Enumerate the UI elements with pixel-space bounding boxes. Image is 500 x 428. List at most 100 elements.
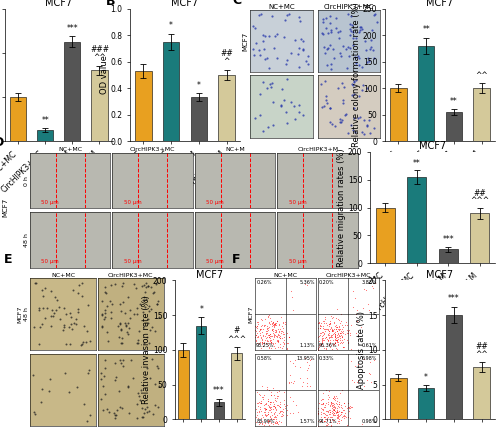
Bar bbox=[163, 42, 180, 141]
Point bbox=[322, 412, 330, 419]
Point bbox=[320, 404, 328, 411]
Point bbox=[114, 406, 122, 413]
Point bbox=[360, 285, 368, 292]
Point bbox=[295, 45, 303, 52]
Point bbox=[330, 405, 338, 412]
Point bbox=[144, 316, 152, 323]
Point bbox=[118, 340, 126, 347]
Point bbox=[346, 405, 354, 412]
Point bbox=[330, 400, 338, 407]
Point bbox=[328, 402, 336, 409]
Point bbox=[318, 337, 326, 344]
Point bbox=[360, 383, 368, 389]
Point bbox=[322, 315, 330, 322]
Point bbox=[281, 403, 289, 410]
Point bbox=[116, 319, 124, 326]
Point bbox=[268, 339, 276, 345]
Point bbox=[153, 279, 161, 286]
Point bbox=[140, 288, 148, 295]
Point bbox=[334, 334, 342, 341]
Point bbox=[45, 387, 53, 394]
Point bbox=[142, 295, 150, 302]
Point bbox=[338, 409, 346, 416]
Point bbox=[276, 413, 284, 419]
Point bbox=[34, 340, 42, 347]
Bar bbox=[446, 315, 462, 419]
Point bbox=[255, 420, 263, 427]
Point bbox=[136, 397, 144, 404]
Point bbox=[330, 409, 338, 416]
Point bbox=[276, 409, 284, 416]
Point bbox=[328, 406, 336, 413]
Point bbox=[270, 99, 278, 106]
Point bbox=[298, 379, 306, 386]
Point bbox=[266, 399, 274, 406]
Point bbox=[286, 358, 294, 365]
Point bbox=[333, 420, 341, 427]
Point bbox=[273, 412, 281, 419]
Point bbox=[344, 413, 352, 420]
Point bbox=[261, 406, 269, 413]
Point bbox=[333, 411, 341, 418]
Point bbox=[322, 333, 330, 340]
Point bbox=[271, 404, 279, 411]
Point bbox=[283, 76, 291, 83]
Point bbox=[316, 332, 324, 339]
Point bbox=[283, 345, 291, 352]
Point bbox=[333, 401, 341, 408]
Point bbox=[280, 97, 288, 104]
Point bbox=[274, 321, 282, 328]
Point bbox=[326, 119, 334, 125]
Point bbox=[370, 356, 378, 363]
Text: F: F bbox=[232, 253, 240, 266]
Point bbox=[111, 359, 119, 366]
Point bbox=[154, 364, 162, 371]
Title: CircHIPK3+M: CircHIPK3+M bbox=[297, 147, 339, 152]
Point bbox=[346, 122, 354, 128]
Point bbox=[256, 327, 264, 333]
Text: ##: ## bbox=[474, 189, 486, 198]
Point bbox=[317, 418, 325, 425]
Point bbox=[344, 339, 352, 346]
Point bbox=[324, 336, 332, 343]
Point bbox=[326, 333, 334, 340]
Point bbox=[364, 300, 372, 307]
Point bbox=[299, 37, 307, 44]
Point bbox=[268, 402, 276, 409]
Point bbox=[344, 336, 351, 343]
Point bbox=[332, 337, 340, 344]
Point bbox=[278, 323, 286, 330]
Point bbox=[325, 335, 333, 342]
Point bbox=[274, 337, 282, 344]
Point bbox=[361, 38, 369, 45]
Point bbox=[284, 10, 292, 17]
Point bbox=[294, 109, 302, 116]
Point bbox=[98, 322, 106, 329]
Point bbox=[270, 334, 278, 341]
Point bbox=[332, 15, 340, 22]
Point bbox=[80, 322, 88, 329]
Point bbox=[336, 325, 344, 332]
Point bbox=[256, 339, 264, 345]
Point bbox=[334, 408, 342, 415]
Point bbox=[347, 404, 355, 410]
Point bbox=[352, 330, 360, 337]
Point bbox=[265, 65, 273, 71]
Point bbox=[104, 337, 112, 344]
Point bbox=[350, 304, 358, 311]
Point bbox=[332, 323, 340, 330]
Point bbox=[272, 333, 280, 340]
Point bbox=[280, 330, 287, 337]
Point bbox=[326, 318, 334, 324]
Point bbox=[263, 327, 271, 334]
Point bbox=[262, 413, 270, 419]
Point bbox=[272, 332, 280, 339]
Point bbox=[252, 419, 260, 425]
Point bbox=[360, 117, 368, 124]
Point bbox=[286, 393, 294, 400]
Point bbox=[319, 334, 327, 341]
Point bbox=[268, 405, 276, 412]
Point bbox=[326, 409, 334, 416]
Title: NC+MC: NC+MC bbox=[268, 3, 294, 9]
Point bbox=[266, 331, 274, 338]
